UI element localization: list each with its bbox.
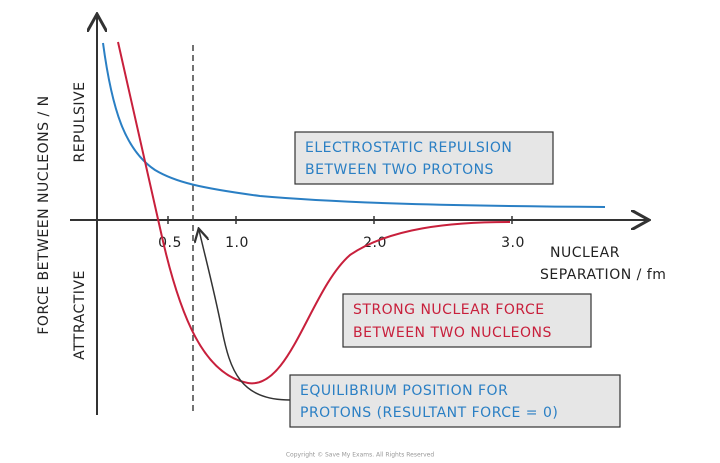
- label-text: ELECTROSTATIC REPULSION: [305, 140, 512, 156]
- x-tick-label: 1.0: [225, 235, 249, 251]
- strong-force-curve: [117, 41, 511, 385]
- x-axis-label: NUCLEAR: [550, 245, 620, 261]
- label-box: [289, 374, 621, 428]
- label-text: STRONG NUCLEAR FORCE: [353, 302, 545, 318]
- electrostatic-curve: [102, 42, 606, 208]
- x-axis-label: SEPARATION / fm: [540, 267, 666, 283]
- attractive-label: ATTRACTIVE: [72, 270, 88, 360]
- x-tick-label: 2.0: [363, 235, 387, 251]
- label-text: BETWEEN TWO PROTONS: [305, 162, 494, 178]
- label-box: [294, 131, 554, 185]
- label-text: BETWEEN TWO NUCLEONS: [353, 325, 552, 341]
- pointer-arrow: [199, 230, 291, 401]
- label-text: PROTONS (RESULTANT FORCE = 0): [300, 405, 558, 421]
- footer: Copyright © Save My Exams. All Rights Re…: [286, 452, 435, 459]
- x-ticks: [167, 216, 513, 224]
- label-box: [342, 293, 592, 348]
- repulsive-label: REPULSIVE: [72, 81, 88, 162]
- x-tick-label: 3.0: [501, 235, 525, 251]
- y-axis-label: FORCE BETWEEN NUCLEONS / N: [36, 95, 52, 334]
- label-text: EQUILIBRIUM POSITION FOR: [300, 383, 508, 399]
